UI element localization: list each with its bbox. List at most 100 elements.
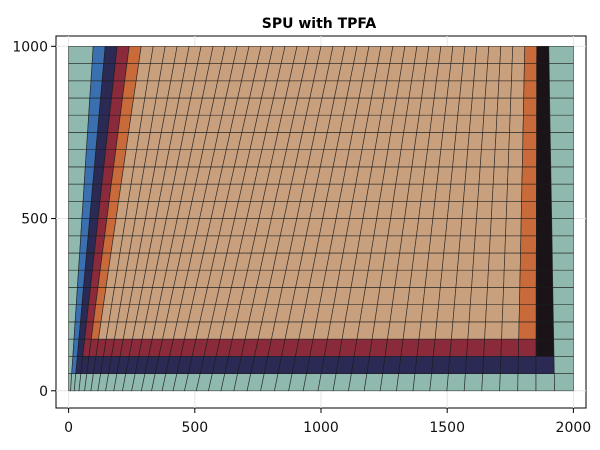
mesh-cell xyxy=(483,97,499,116)
mesh-cell xyxy=(426,252,445,271)
mesh-cell xyxy=(467,132,484,151)
mesh-cell xyxy=(499,45,514,64)
mesh-cell xyxy=(374,304,393,323)
mesh-cell xyxy=(455,269,474,288)
mesh-cell xyxy=(429,114,446,133)
mesh-cell xyxy=(503,252,521,271)
mesh-cell xyxy=(445,218,463,237)
mesh-cell xyxy=(466,338,485,357)
mesh-cell xyxy=(518,321,537,340)
mesh-cell xyxy=(511,63,525,82)
mesh-cell xyxy=(432,200,450,219)
mesh-cell xyxy=(523,97,538,116)
mesh-cell xyxy=(487,269,505,288)
mesh-cell xyxy=(413,132,431,151)
mesh-cell xyxy=(551,200,574,219)
mesh-cell xyxy=(536,183,552,202)
mesh-cell xyxy=(448,355,467,374)
mesh-cell xyxy=(463,373,484,392)
mesh-cell xyxy=(499,355,519,374)
mesh-cell xyxy=(414,355,434,374)
mesh-cell xyxy=(446,200,464,219)
y-tick-label: 500 xyxy=(21,212,48,228)
mesh-cell xyxy=(468,114,485,133)
mesh-cell xyxy=(549,132,574,151)
mesh-cell xyxy=(418,97,435,116)
mesh-cell xyxy=(536,45,550,64)
mesh-cell xyxy=(411,149,428,168)
mesh-cell xyxy=(409,269,428,288)
mesh-cell xyxy=(482,114,498,133)
mesh-cell xyxy=(469,287,488,306)
mesh-cell xyxy=(520,235,537,254)
mesh-cell xyxy=(438,149,455,168)
mesh-cell xyxy=(371,321,391,340)
mesh-cell xyxy=(501,321,520,340)
mesh-cell xyxy=(473,235,491,254)
mesh-cell xyxy=(473,63,488,82)
mesh-cell xyxy=(68,97,91,116)
mesh-cell xyxy=(549,97,574,116)
mesh-cell xyxy=(68,200,84,219)
mesh-cell xyxy=(507,166,523,185)
mesh-cell xyxy=(448,183,466,202)
mesh-cell xyxy=(521,149,537,168)
mesh-cell xyxy=(362,287,381,306)
mesh-cell xyxy=(408,166,426,185)
mesh-cell xyxy=(431,355,451,374)
mesh-cell xyxy=(420,304,439,323)
mesh-cell xyxy=(499,373,519,392)
mesh-cell xyxy=(536,166,552,185)
mesh-cell xyxy=(519,269,537,288)
mesh-cell xyxy=(398,355,418,374)
mesh-cell xyxy=(536,218,553,237)
mesh-cell xyxy=(436,63,452,82)
mesh-cell xyxy=(457,97,473,116)
mesh-cell xyxy=(503,269,521,288)
mesh-cells xyxy=(68,45,574,392)
mesh-cell xyxy=(490,200,508,219)
mesh-cell xyxy=(376,287,396,306)
mesh-cell xyxy=(454,287,472,306)
mesh-cell xyxy=(401,218,420,237)
mesh-cell xyxy=(496,97,512,116)
mesh-cell xyxy=(535,338,555,357)
mesh-cell xyxy=(536,114,551,133)
mesh-cell xyxy=(369,338,388,357)
mesh-cell xyxy=(481,373,501,392)
mesh-cell xyxy=(434,321,454,340)
mesh-cell xyxy=(88,97,101,116)
mesh-cell xyxy=(436,304,455,323)
mesh-cell xyxy=(443,235,461,254)
mesh-cell xyxy=(550,166,574,185)
mesh-cell xyxy=(536,63,550,82)
mesh-cell xyxy=(450,45,466,64)
mesh-cell xyxy=(465,355,485,374)
mesh-cell xyxy=(553,373,574,392)
mesh-cell xyxy=(449,338,469,357)
mesh-cell xyxy=(416,218,434,237)
mesh-cell xyxy=(551,235,574,254)
mesh-cell xyxy=(68,80,92,99)
mesh-cell xyxy=(436,166,453,185)
axis-ticks: 0 500 1000 1500 2000 0 500 1000 xyxy=(12,39,591,436)
x-tick-label: 2000 xyxy=(556,420,592,436)
mesh-cell xyxy=(424,149,442,168)
mesh-cell xyxy=(424,269,443,288)
mesh-cell xyxy=(495,114,511,133)
mesh-cell xyxy=(517,355,537,374)
mesh-cell xyxy=(536,80,550,99)
mesh-cell xyxy=(535,235,553,254)
mesh-cell xyxy=(451,321,470,340)
mesh-cell xyxy=(392,183,410,202)
mesh-cell xyxy=(467,321,486,340)
mesh-cell xyxy=(356,321,376,340)
mesh-cell xyxy=(101,63,116,82)
x-tick-label: 0 xyxy=(64,420,73,436)
mesh-cell xyxy=(399,235,417,254)
mesh-cell xyxy=(412,373,432,392)
mesh-cell xyxy=(432,338,452,357)
mesh-cell xyxy=(488,252,506,271)
mesh-cell xyxy=(521,183,537,202)
